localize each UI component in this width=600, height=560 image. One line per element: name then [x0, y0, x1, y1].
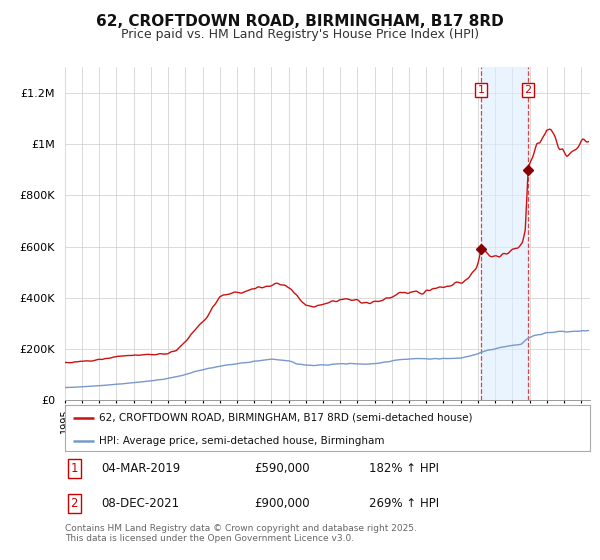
Text: 62, CROFTDOWN ROAD, BIRMINGHAM, B17 8RD (semi-detached house): 62, CROFTDOWN ROAD, BIRMINGHAM, B17 8RD … [99, 413, 472, 423]
Text: 269% ↑ HPI: 269% ↑ HPI [370, 497, 439, 510]
Text: 04-MAR-2019: 04-MAR-2019 [101, 462, 181, 475]
Text: 1: 1 [71, 462, 78, 475]
Bar [481, 67, 528, 400]
Text: £590,000: £590,000 [254, 462, 310, 475]
Text: Contains HM Land Registry data © Crown copyright and database right 2025.
This d: Contains HM Land Registry data © Crown c… [65, 524, 416, 543]
Text: 62, CROFTDOWN ROAD, BIRMINGHAM, B17 8RD: 62, CROFTDOWN ROAD, BIRMINGHAM, B17 8RD [96, 14, 504, 29]
Text: 2: 2 [71, 497, 78, 510]
Text: Price paid vs. HM Land Registry's House Price Index (HPI): Price paid vs. HM Land Registry's House … [121, 28, 479, 41]
Text: 2: 2 [524, 85, 532, 95]
Text: 1: 1 [478, 85, 484, 95]
Text: 182% ↑ HPI: 182% ↑ HPI [370, 462, 439, 475]
Text: £900,000: £900,000 [254, 497, 310, 510]
Text: HPI: Average price, semi-detached house, Birmingham: HPI: Average price, semi-detached house,… [99, 436, 385, 446]
Text: 08-DEC-2021: 08-DEC-2021 [101, 497, 179, 510]
